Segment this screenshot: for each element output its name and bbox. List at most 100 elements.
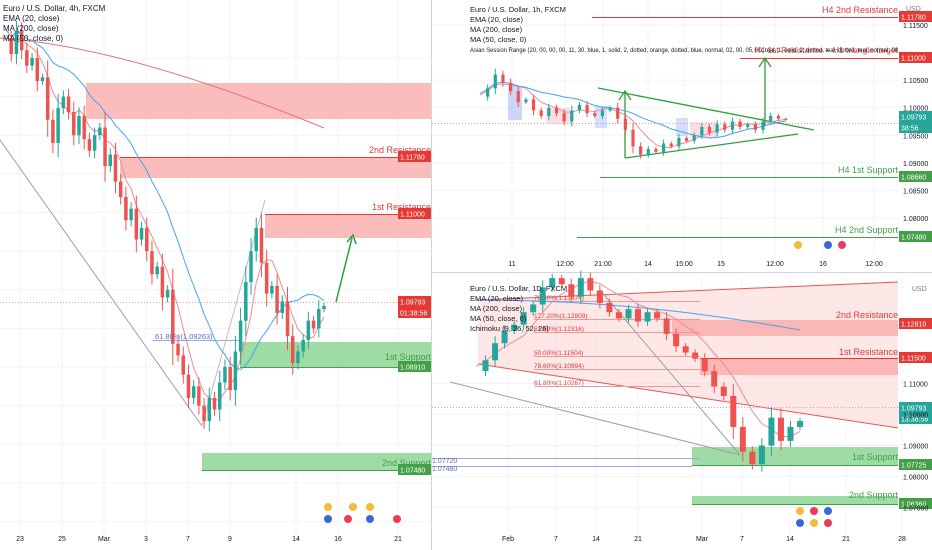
event-flag-icon[interactable] bbox=[793, 240, 803, 250]
candle bbox=[654, 312, 661, 319]
legend-ma200-1h: MA (200, close) bbox=[470, 25, 523, 34]
candle bbox=[191, 386, 196, 398]
price-tick-label: 1.08000 bbox=[903, 475, 928, 482]
time-tick-label: Feb bbox=[502, 536, 514, 543]
grid-4h bbox=[0, 0, 431, 537]
candle bbox=[730, 395, 737, 427]
panel-4h[interactable]: 2nd Resistance 1st Resistance 1st Suppor… bbox=[0, 0, 431, 537]
time-tick-label: 21 bbox=[394, 536, 402, 543]
candle bbox=[301, 339, 305, 352]
candle bbox=[103, 127, 107, 167]
time-tick-label: 11 bbox=[508, 261, 515, 268]
candle bbox=[600, 110, 604, 116]
candle bbox=[134, 208, 139, 240]
candle bbox=[663, 318, 670, 334]
candle bbox=[577, 278, 584, 297]
price-tick-label: 1.08500 bbox=[903, 189, 928, 196]
ema-line-4h bbox=[5, 34, 325, 401]
label-1d-2nd-support: 2nd Support bbox=[849, 490, 899, 500]
event-flag-icon[interactable] bbox=[809, 518, 819, 528]
candle bbox=[539, 110, 543, 116]
event-flag-icon[interactable] bbox=[795, 506, 805, 516]
price-tick-label: 1.09000 bbox=[903, 161, 928, 168]
candle bbox=[707, 127, 712, 133]
event-flag-icon[interactable] bbox=[365, 514, 375, 524]
candle bbox=[40, 77, 45, 82]
level-tag-1h-bg bbox=[899, 52, 932, 63]
ma200-line-4h bbox=[0, 37, 325, 129]
event-icons-1h[interactable] bbox=[793, 240, 847, 250]
descending-channel-fill bbox=[478, 282, 898, 428]
time-tick-label: 14 bbox=[644, 261, 652, 268]
panel-1d[interactable]: 78.60%(1.13474) 127.20%(1.12809) 61.80%(1.… bbox=[432, 270, 932, 537]
candle bbox=[165, 289, 170, 298]
session-box-5 bbox=[690, 122, 718, 138]
zone-1d-2nd-resistance bbox=[672, 320, 898, 336]
fib-label-1d: 61.80%(1.12316) bbox=[534, 326, 584, 333]
channel-upper-line bbox=[477, 281, 899, 301]
event-icons-4h[interactable] bbox=[323, 502, 402, 524]
event-flag-icon[interactable] bbox=[823, 240, 833, 250]
candle bbox=[509, 82, 513, 92]
level-tag-1d-bg bbox=[899, 352, 932, 363]
legend-ma50-4h: MA (50, close, 0) bbox=[3, 34, 63, 43]
event-flag-icon[interactable] bbox=[823, 518, 833, 528]
side-label-107480: 1.07480 bbox=[432, 466, 457, 473]
time-tick-label: 3 bbox=[144, 536, 148, 543]
event-icons-1d[interactable] bbox=[795, 506, 833, 528]
legend-ma200-4h: MA (200, close) bbox=[3, 24, 59, 33]
event-flag-icon[interactable] bbox=[809, 506, 819, 516]
time-tick-label: 28 bbox=[898, 536, 906, 543]
candle bbox=[501, 330, 508, 344]
candle bbox=[223, 367, 227, 383]
candle bbox=[72, 112, 76, 136]
candle bbox=[296, 351, 300, 364]
countdown-tag-1d-bg bbox=[899, 413, 932, 424]
candle bbox=[482, 360, 489, 372]
candle bbox=[761, 121, 765, 130]
candle bbox=[644, 312, 651, 322]
candle bbox=[587, 278, 594, 291]
event-flag-icon[interactable] bbox=[323, 514, 333, 524]
time-tick-label: 14 bbox=[292, 536, 300, 543]
candle bbox=[530, 304, 537, 313]
event-flag-icon[interactable] bbox=[365, 502, 375, 512]
time-tick-label: 16 bbox=[334, 536, 342, 543]
level-tag-4h: 1.11000 bbox=[400, 212, 425, 219]
legend-ma50-1d: MA (50, close, 0) bbox=[470, 314, 527, 323]
candle bbox=[9, 38, 13, 55]
panel-1h[interactable]: H4 2nd Resistance H4 1st Resistance + H1… bbox=[432, 0, 932, 254]
ma50-line-1h bbox=[479, 81, 787, 139]
candle bbox=[233, 351, 238, 391]
zone-1d-1st-resistance bbox=[700, 358, 898, 375]
time-tick-label: 7 bbox=[740, 536, 744, 543]
event-flag-icon[interactable] bbox=[343, 514, 353, 524]
event-flag-icon[interactable] bbox=[823, 506, 833, 516]
time-tick-label: 21 bbox=[842, 536, 850, 543]
triangle-height-arrow bbox=[618, 89, 632, 101]
candle bbox=[608, 107, 612, 111]
candle bbox=[486, 88, 490, 97]
candle bbox=[202, 405, 206, 422]
time-tick-label: 16 bbox=[819, 261, 827, 268]
countdown-tag-4h: 01:38:56 bbox=[400, 311, 427, 318]
candle bbox=[275, 285, 279, 313]
event-flag-icon[interactable] bbox=[392, 514, 402, 524]
candle bbox=[730, 121, 735, 130]
zone-2nd-support bbox=[202, 453, 431, 471]
candle bbox=[492, 343, 499, 361]
event-flag-icon[interactable] bbox=[795, 518, 805, 528]
candle bbox=[616, 107, 620, 119]
candle bbox=[646, 149, 650, 155]
event-flag-icon[interactable] bbox=[323, 502, 333, 512]
event-flag-icon[interactable] bbox=[348, 502, 358, 512]
currency-label-1h: USD bbox=[906, 6, 921, 13]
candle bbox=[108, 154, 113, 167]
candle bbox=[585, 104, 589, 114]
level-tag-1d-bg bbox=[899, 498, 932, 509]
event-flag-icon[interactable] bbox=[837, 240, 847, 250]
legend-1h: Euro / U.S. Dollar, 1h, FXCM EMA (20, cl… bbox=[470, 5, 898, 54]
candle bbox=[558, 278, 565, 285]
candle bbox=[570, 110, 574, 122]
legend-asian-session-1h: Asian Session Range (20, 00, 00, 00, 11,… bbox=[470, 47, 898, 54]
